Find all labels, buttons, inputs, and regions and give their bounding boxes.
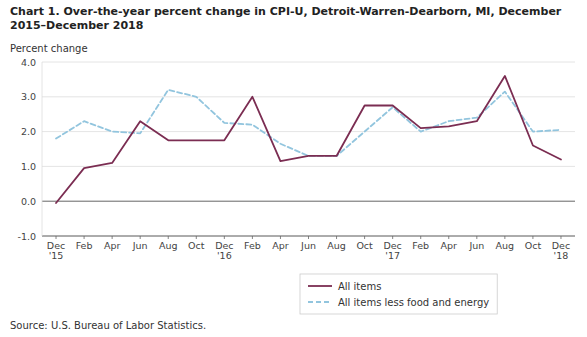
x-tick-label: Dec'18 [552, 240, 570, 261]
x-tick-label: Dec'16 [215, 240, 233, 261]
x-tick-label: Oct [525, 240, 542, 251]
x-tick-label: Apr [272, 240, 289, 251]
x-tick-label: Feb [244, 240, 261, 251]
legend-box [300, 274, 497, 314]
x-tick [168, 236, 169, 239]
y-tick-label: 1.0 [21, 161, 36, 172]
x-tick [84, 236, 85, 239]
x-tick [280, 236, 281, 239]
x-tick [476, 236, 477, 239]
x-tick-label: Dec'17 [383, 240, 401, 261]
x-tick [252, 236, 253, 239]
plot-area [56, 76, 561, 203]
legend-label: All items [338, 281, 381, 292]
series-line [56, 90, 561, 156]
chart: Chart 1. Over-the-year percent change in… [0, 0, 587, 337]
x-tick [364, 236, 365, 239]
legend: All items All items less food and energy [300, 274, 497, 314]
legend-label: All items less food and energy [338, 297, 489, 308]
x-tick [224, 236, 225, 239]
x-tick-label: Oct [188, 240, 205, 251]
grid-line [42, 201, 575, 202]
x-tick-label: Apr [104, 240, 121, 251]
x-tick-label: Feb [412, 240, 429, 251]
x-tick [532, 236, 533, 239]
x-tick-label: Feb [76, 240, 93, 251]
series-line [56, 76, 561, 203]
x-tick-label: Aug [159, 240, 178, 251]
x-tick-label: Oct [356, 240, 373, 251]
x-tick-label: Aug [496, 240, 515, 251]
x-tick [140, 236, 141, 239]
annotation: Source: U.S. Bureau of Labor Statistics. [10, 320, 206, 331]
x-tick [196, 236, 197, 239]
x-tick [420, 236, 421, 239]
y-tick-label: 4.0 [21, 57, 36, 68]
x-tick-label: Apr [441, 240, 458, 251]
grid-line [42, 166, 575, 167]
x-tick [56, 236, 57, 239]
y-axis-line [42, 62, 43, 236]
x-tick [448, 236, 449, 239]
grid [42, 62, 575, 236]
x-tick-label: Jun [300, 240, 316, 251]
x-tick-label: Jun [468, 240, 484, 251]
x-tick-label: Jun [132, 240, 148, 251]
title: Chart 1. Over-the-year percent change in… [10, 5, 562, 32]
x-tick-label: Aug [327, 240, 346, 251]
legend-swatch [308, 285, 332, 287]
y-axis-label: Percent change [10, 43, 88, 54]
x-tick [504, 236, 505, 239]
x-tick [112, 236, 113, 239]
x-tick [336, 236, 337, 239]
grid-line [42, 62, 575, 63]
y-tick-label: 3.0 [21, 91, 36, 102]
y-tick-label: 2.0 [21, 126, 36, 137]
grid-line [42, 96, 575, 97]
legend-swatch [308, 301, 332, 303]
x-tick [392, 236, 393, 239]
y-tick-label: -1.0 [17, 231, 36, 242]
x-tick-label: Dec'15 [47, 240, 65, 261]
x-tick [308, 236, 309, 239]
x-tick [560, 236, 561, 239]
y-tick-label: 0.0 [21, 196, 36, 207]
